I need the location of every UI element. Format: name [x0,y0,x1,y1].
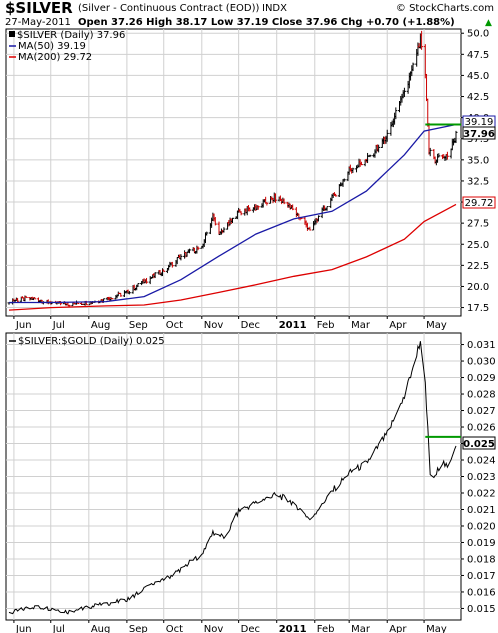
y-tick-label: 0.018 [467,554,496,565]
y-tick-label: 0.030 [467,357,496,368]
svg-text:39.19: 39.19 [465,117,494,128]
up-arrow-icon: ▲ [485,18,492,28]
x-tick-label: Apr [389,624,407,633]
x-tick-label: Feb [317,624,335,633]
y-tick-label: 45.0 [467,71,489,82]
ma50-tag: 39.19 [462,115,496,128]
ma50-line [9,123,457,304]
symbol-title: $SILVER [5,0,73,17]
y-tick-label: 0.028 [467,390,496,401]
y-tick-label: 0.017 [467,571,496,582]
y-tick-label: 0.021 [467,505,496,516]
x-tick-label: Aug [91,320,111,331]
y-tick-label: 25.0 [467,240,489,251]
price-y-axis: 17.520.022.525.027.530.032.535.037.540.0… [461,29,489,314]
y-tick-label: 0.027 [467,406,496,417]
watermark: © StockCharts.com [396,3,494,14]
x-tick-label: Dec [241,320,260,331]
x-tick-label: Sep [129,320,148,331]
x-tick-label: 2011 [279,320,307,331]
x-tick-label: Nov [204,624,224,633]
y-tick-label: 0.026 [467,423,496,434]
price-bars [7,30,458,308]
exchange-label: INDX [262,3,287,14]
y-tick-label: 0.022 [467,488,496,499]
price-tag: 37.96 [462,126,496,140]
x-tick-label: 2011 [279,624,307,633]
y-tick-label: 37.5 [467,134,489,145]
legend-ratio: $SILVER:$GOLD (Daily) 0.025 [18,336,165,347]
y-tick-label: 0.015 [467,604,496,615]
y-tick-label: 0.019 [467,538,496,549]
ratio-x-axis: Jun Jul Aug Sep Oct Nov Dec 2011 Feb Mar Apr May [13,620,447,633]
legend-main: $SILVER (Daily) 37.96 [17,30,125,41]
x-tick-label: Oct [166,320,183,331]
x-tick-label: Dec [241,624,260,633]
symbol-description: (Silver - Continuous Contract (EOD)) [78,3,260,14]
ratio-y-axis: 0.015 0.016 0.017 0.018 0.019 0.020 0.021 0.022… [461,340,496,615]
x-tick-label: Sep [129,624,148,633]
legend-ma200: MA(200) 29.72 [18,52,92,63]
x-tick-label: May [426,320,447,331]
y-tick-label: 0.024 [467,456,496,467]
x-tick-label: Mar [351,624,371,633]
y-tick-label: 47.5 [467,50,489,61]
legend-ma50: MA(50) 39.19 [18,41,86,52]
x-tick-label: May [426,624,447,633]
y-tick-label: 35.0 [467,155,489,166]
x-tick-label: Aug [91,624,111,633]
x-tick-label: Apr [389,320,407,331]
legend-main-swatch [9,31,15,37]
y-tick-label: 0.023 [467,472,496,483]
y-tick-label: 20.0 [467,282,489,293]
price-x-axis: Jun Jul Aug Sep Oct Nov Dec 2011 Feb Mar Apr May [13,316,447,331]
x-tick-label: Nov [204,320,224,331]
x-tick-label: Jun [15,320,32,331]
ma200-tag: 29.72 [462,196,496,209]
x-tick-label: Feb [317,320,335,331]
ratio-line [8,341,457,615]
ratio-panel: 0.015 0.016 0.017 0.018 0.019 0.020 0.021 0.022… [5,332,496,633]
ratio-tag: 0.025 [462,436,496,450]
svg-text:29.72: 29.72 [465,198,494,209]
y-tick-label: 50.0 [467,29,489,40]
y-tick-label: 22.5 [467,261,489,272]
y-tick-label: 32.5 [467,176,489,187]
ma200-line [8,203,457,311]
x-tick-label: Mar [351,320,371,331]
svg-text:0.025: 0.025 [463,439,495,450]
svg-text:37.96: 37.96 [463,129,495,140]
x-tick-label: Jul [52,320,65,331]
y-tick-label: 0.020 [467,521,496,532]
x-tick-label: Jul [52,624,65,633]
ratio-legend: $SILVER:$GOLD (Daily) 0.025 [9,336,165,347]
x-tick-label: Oct [166,624,183,633]
price-panel: 17.520.022.525.027.530.032.535.037.540.0… [5,28,496,331]
y-tick-label: 17.5 [467,303,489,314]
price-legend: $SILVER (Daily) 37.96 MA(50) 39.19 MA(20… [9,30,125,63]
y-tick-label: 0.029 [467,373,496,384]
y-tick-label: 0.031 [467,340,496,351]
chart-date: 27-May-2011 [5,17,71,28]
ohlc-stats: Open 37.26 High 38.17 Low 37.19 Close 37… [78,17,455,28]
y-tick-label: 27.5 [467,219,489,230]
price-grid [6,29,461,316]
y-tick-label: 42.5 [467,92,489,103]
y-tick-label: 0.016 [467,587,496,598]
x-tick-label: Jun [15,624,32,633]
